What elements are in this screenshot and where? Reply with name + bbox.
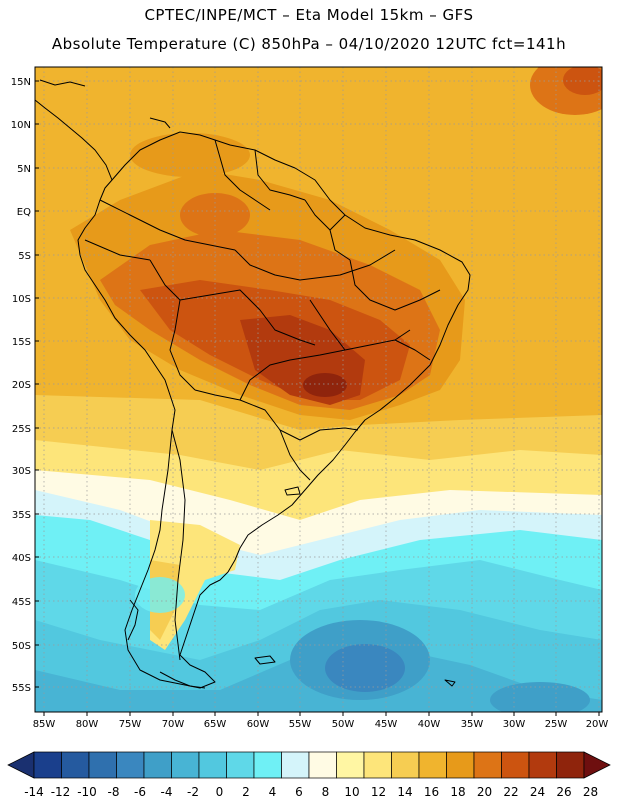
lon-label: 20W	[586, 719, 609, 730]
lon-label: 70W	[162, 719, 185, 730]
lon-label: 40W	[418, 719, 441, 730]
lat-label: 20S	[12, 380, 31, 391]
lat-label: 35S	[12, 510, 31, 521]
colorbar-swatch	[226, 751, 255, 779]
colorbar-swatch	[556, 751, 585, 779]
colorbar-tick-label: 8	[322, 785, 330, 799]
lat-lon-grid	[35, 67, 602, 712]
colorbar-tick-label: 26	[556, 785, 571, 799]
colorbar-swatch	[33, 751, 62, 779]
title-line-2: Absolute Temperature (C) 850hPa – 04/10/…	[51, 35, 567, 53]
lon-label: 30W	[503, 719, 526, 730]
map-frame	[34, 66, 603, 713]
lon-label: 75W	[119, 719, 142, 730]
lat-label: 5S	[18, 251, 31, 262]
lat-label: 15S	[12, 337, 31, 348]
colorbar-tick-label: -6	[134, 785, 146, 799]
temperature-field	[35, 67, 602, 712]
lat-label: 45S	[12, 597, 31, 608]
colorbar-swatch	[281, 751, 310, 779]
colorbar-tick-label: 18	[450, 785, 465, 799]
colorbar-swatch	[308, 751, 337, 779]
colorbar-swatch	[418, 751, 447, 779]
colorbar-swatch	[391, 751, 420, 779]
colorbar-swatch	[473, 751, 502, 779]
colorbar-tick-label: 22	[503, 785, 518, 799]
colorbar-high-extend	[583, 751, 611, 779]
colorbar-tick-label: -14	[24, 785, 44, 799]
colorbar-swatch	[61, 751, 90, 779]
lon-label: 80W	[76, 719, 99, 730]
colorbar-swatch	[336, 751, 365, 779]
longitude-axis: 85W 80W 75W 70W 65W 60W 55W 50W 45W 40W …	[33, 712, 609, 730]
colorbar-tick-label: 12	[371, 785, 386, 799]
lat-label: EQ	[17, 207, 31, 218]
lon-label: 85W	[33, 719, 56, 730]
colorbar-tick-label: 4	[269, 785, 277, 799]
lat-label: 10S	[12, 294, 31, 305]
colorbar-swatch	[143, 751, 172, 779]
colorbar-swatch	[253, 751, 282, 779]
colorbar-swatch	[198, 751, 227, 779]
title-line-1: CPTEC/INPE/MCT – Eta Model 15km – GFS	[144, 6, 474, 24]
colorbar-tick-label: -10	[77, 785, 97, 799]
lon-label: 50W	[332, 719, 355, 730]
coastlines-and-borders	[35, 79, 471, 689]
colorbar-tick-label: 20	[477, 785, 492, 799]
colorbar-tick-label: 28	[583, 785, 598, 799]
lat-label: 40S	[12, 553, 31, 564]
colorbar: -14 -12 -10 -8 -6 -4 -2 0 2 4 6 8 10 12 …	[7, 751, 611, 799]
colorbar-tick-label: 16	[424, 785, 439, 799]
colorbar-tick-label: -12	[51, 785, 71, 799]
lon-label: 35W	[461, 719, 484, 730]
colorbar-tick-label: 0	[216, 785, 224, 799]
colorbar-tick-label: -2	[187, 785, 199, 799]
colorbar-tick-label: 2	[242, 785, 250, 799]
lon-label: 25W	[545, 719, 568, 730]
colorbar-tick-label: -4	[161, 785, 173, 799]
colorbar-swatch	[528, 751, 557, 779]
colorbar-swatch	[116, 751, 145, 779]
lat-label: 10N	[11, 120, 31, 131]
colorbar-swatch	[501, 751, 530, 779]
colorbar-swatch	[363, 751, 392, 779]
colorbar-tick-label: -8	[108, 785, 120, 799]
colorbar-swatch	[446, 751, 475, 779]
lat-label: 15N	[11, 77, 31, 88]
colorbar-low-extend	[7, 751, 35, 779]
lat-label: 25S	[12, 424, 31, 435]
lon-label: 65W	[204, 719, 227, 730]
lon-label: 55W	[289, 719, 312, 730]
colorbar-tick-label: 24	[530, 785, 545, 799]
lat-label: 5N	[17, 164, 31, 175]
lat-label: 30S	[12, 466, 31, 477]
colorbar-tick-label: 14	[397, 785, 412, 799]
lat-label: 50S	[12, 641, 31, 652]
colorbar-tick-label: 10	[344, 785, 359, 799]
lon-label: 60W	[247, 719, 270, 730]
colorbar-tick-label: 6	[295, 785, 303, 799]
latitude-axis: 15N 10N 5N EQ 5S 10S 15S 20S 25S 30S 35S…	[11, 77, 39, 694]
lon-label: 45W	[375, 719, 398, 730]
colorbar-swatch	[171, 751, 200, 779]
colorbar-swatch	[88, 751, 117, 779]
lat-label: 55S	[12, 683, 31, 694]
